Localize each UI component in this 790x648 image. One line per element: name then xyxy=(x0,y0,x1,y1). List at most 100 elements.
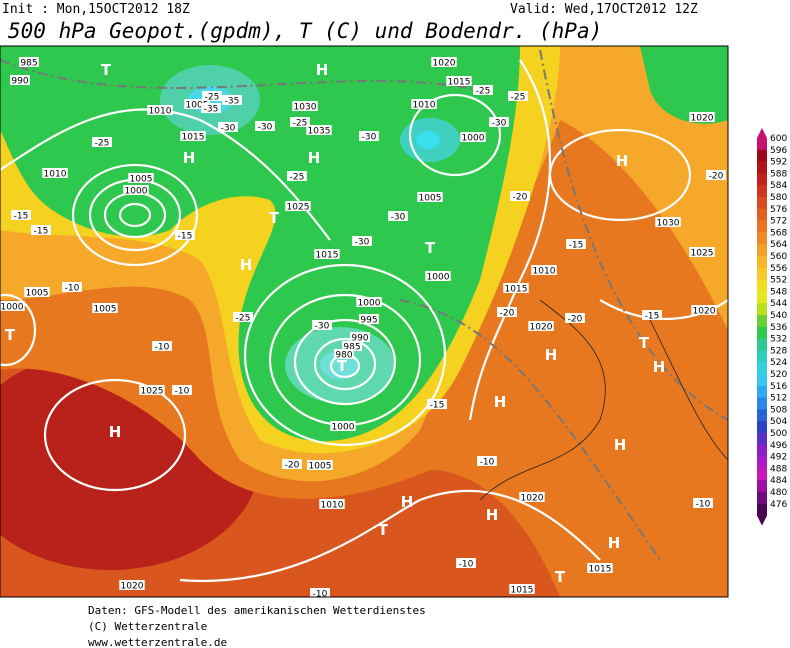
colorbar-swatch xyxy=(757,220,767,233)
colorbar-swatch xyxy=(757,185,767,198)
label-box xyxy=(477,456,497,466)
label-box xyxy=(19,57,39,67)
colorbar-swatch xyxy=(757,315,767,328)
map-labels: T HH HTHTTHHHHTHHHTHHTT9859901005101010151… xyxy=(0,57,726,600)
pressure-center: H xyxy=(616,152,629,170)
contour-label: -10 xyxy=(313,590,328,600)
contour-label: 1005 xyxy=(130,175,153,185)
label-box xyxy=(356,297,382,307)
footer-line: (C) Wetterzentrale xyxy=(88,620,207,633)
pressure-center: H xyxy=(494,393,507,411)
contour-label: -10 xyxy=(175,387,190,397)
pressure-center: T xyxy=(378,521,389,539)
label-box xyxy=(330,421,356,431)
pressure-center: T xyxy=(269,209,280,227)
colorbar-label: 540 xyxy=(770,311,787,321)
contour-label: 1010 xyxy=(533,267,556,277)
contour-label: 1020 xyxy=(530,323,553,333)
colorbar-label: 568 xyxy=(770,228,787,238)
colorbar-swatch xyxy=(757,303,767,316)
colorbar-swatch xyxy=(757,433,767,446)
title: 500 hPa Geopot.(gpdm), T (C) und Bodendr… xyxy=(8,19,602,43)
footer-line: Daten: GFS-Modell des amerikanischen Wet… xyxy=(88,604,426,617)
contour-label: -10 xyxy=(459,560,474,570)
contour-label: 1015 xyxy=(511,586,534,596)
colorbar-label: 516 xyxy=(770,382,787,392)
contour-label: -25 xyxy=(290,173,305,183)
label-box xyxy=(42,168,68,178)
pressure-center: T xyxy=(5,326,16,344)
contour-label: 1000 xyxy=(358,299,381,309)
label-box xyxy=(706,170,726,180)
pressure-center: T xyxy=(337,357,348,375)
colorbar-label: 484 xyxy=(770,476,787,486)
label-box xyxy=(201,103,221,113)
label-box xyxy=(497,307,517,317)
label-box xyxy=(519,492,545,502)
colorbar: 6005965925885845805765725685645605565525… xyxy=(757,128,787,526)
label-box xyxy=(359,131,379,141)
colorbar-label: 580 xyxy=(770,193,787,203)
colorbar-swatch xyxy=(757,421,767,434)
label-box xyxy=(0,301,25,311)
contour-label: 990 xyxy=(351,334,368,344)
contour-label: 1025 xyxy=(691,249,714,259)
label-box xyxy=(473,85,493,95)
colorbar-label: 548 xyxy=(770,287,787,297)
pressure-center: T xyxy=(101,61,112,79)
colorbar-swatch xyxy=(757,468,767,481)
label-box xyxy=(509,584,535,594)
contour-label: 1010 xyxy=(413,101,436,111)
contour-label: -15 xyxy=(178,232,193,242)
colorbar-swatch xyxy=(757,362,767,375)
contour-label: -25 xyxy=(95,139,110,149)
label-box xyxy=(388,211,408,221)
colorbar-swatch xyxy=(757,197,767,210)
label-box xyxy=(180,131,206,141)
contour-label: -30 xyxy=(362,133,377,143)
contour-label: -20 xyxy=(568,315,583,325)
contour-label: 1000 xyxy=(427,273,450,283)
label-box xyxy=(11,210,31,220)
contour-label: -25 xyxy=(236,314,251,324)
label-box xyxy=(352,236,372,246)
contour-label: -25 xyxy=(476,87,491,97)
label-box xyxy=(565,313,585,323)
colorbar-label: 536 xyxy=(770,323,787,333)
contour-label: 1000 xyxy=(1,303,24,313)
label-box xyxy=(306,125,332,135)
label-box xyxy=(655,217,681,227)
contour-label: 985 xyxy=(20,59,37,69)
pressure-center: H xyxy=(608,534,621,552)
contour-label: -30 xyxy=(315,322,330,332)
contour-label: -30 xyxy=(221,124,236,134)
colorbar-label: 528 xyxy=(770,346,787,356)
label-box xyxy=(508,91,528,101)
init-time: Init : Mon,15OCT2012 18Z xyxy=(2,2,190,17)
contour-label: -30 xyxy=(355,238,370,248)
label-box xyxy=(350,332,370,342)
colorbar-swatch xyxy=(757,267,767,280)
label-box xyxy=(10,75,30,85)
colorbar-label: 560 xyxy=(770,252,787,262)
colorbar-swatch xyxy=(757,208,767,221)
contour-label: 980 xyxy=(335,351,352,361)
label-box xyxy=(342,341,362,351)
contour-label: 985 xyxy=(343,343,360,353)
contour-label: -35 xyxy=(204,105,219,115)
colorbar-swatch xyxy=(757,374,767,387)
contour-label: 1005 xyxy=(309,462,332,472)
contour-label: -10 xyxy=(480,458,495,468)
contour-label: 1005 xyxy=(26,289,49,299)
contour-label: 1015 xyxy=(316,251,339,261)
contour-label: 1020 xyxy=(693,307,716,317)
label-box xyxy=(255,121,275,131)
contour-label: 1000 xyxy=(125,187,148,197)
pressure-center: H xyxy=(401,493,414,511)
contour-label: 1005 xyxy=(419,194,442,204)
colorbar-label: 476 xyxy=(770,500,787,510)
map-frame xyxy=(0,45,729,598)
contour-label: -15 xyxy=(645,312,660,322)
contour-label: 1020 xyxy=(121,582,144,592)
label-box xyxy=(587,563,613,573)
